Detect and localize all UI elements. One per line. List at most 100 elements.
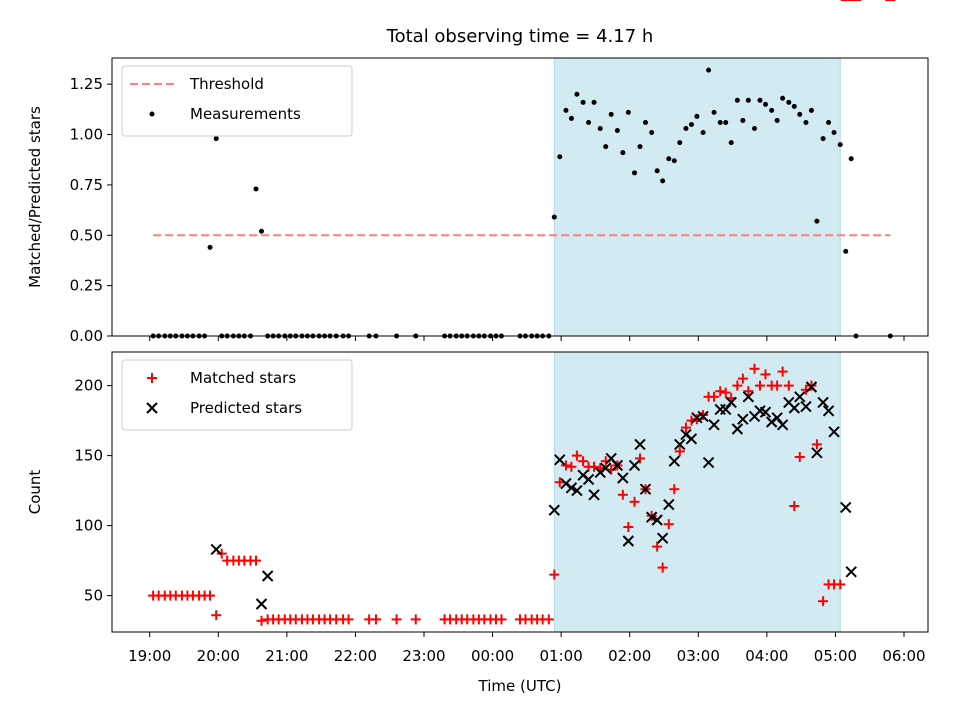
- bottom-panel-ticks: 50 100 150 200: [74, 377, 112, 605]
- predicted-point-b: [617, 472, 629, 484]
- legend-label: Measurements: [190, 105, 301, 123]
- predicted-point-b: [759, 406, 772, 418]
- measurement-point: [745, 97, 751, 103]
- predicted-point-b: [783, 396, 795, 409]
- measurement-point: [752, 126, 758, 132]
- matched-point: [343, 614, 354, 625]
- measurement-point: [660, 178, 666, 184]
- predicted-point: [617, 472, 629, 484]
- measurement-point: [654, 168, 660, 174]
- predicted-point-b: [800, 400, 812, 413]
- predicted-point-b: [776, 419, 789, 431]
- predicted-point: [788, 402, 800, 414]
- measurement-point: [649, 130, 655, 136]
- predicted-point-b: [255, 598, 268, 610]
- predicted-point: [805, 381, 818, 393]
- predicted-point-b: [731, 423, 744, 435]
- bottom-legend-box: [121, 359, 353, 431]
- predicted-point: [828, 426, 840, 438]
- measurement-point: [671, 158, 677, 164]
- predicted-point-b: [754, 405, 766, 417]
- matched-point: [496, 614, 507, 625]
- predicted-point: [737, 413, 749, 425]
- predicted-point-b: [588, 489, 600, 501]
- top-legend-box: [121, 65, 353, 137]
- matched-point: [371, 614, 381, 625]
- matched-point: [623, 522, 634, 532]
- matched-point: [743, 386, 754, 397]
- x-tick-label: 00:00: [471, 647, 514, 665]
- predicted-point: [674, 438, 686, 451]
- measurement-point: [723, 119, 729, 125]
- predicted-point-b: [210, 543, 222, 556]
- matched-point: [663, 519, 674, 530]
- predicted-point: [571, 484, 583, 497]
- top-panel-frame: [111, 57, 929, 337]
- legend-label: Predicted stars: [190, 399, 302, 417]
- measurement-point: [677, 140, 683, 146]
- predicted-point: [771, 412, 783, 424]
- matched-point: [680, 422, 691, 433]
- predicted-point: [794, 391, 806, 403]
- measurement-point: [711, 109, 717, 115]
- predicted-point-b: [663, 498, 675, 511]
- predicted-point: [622, 535, 635, 547]
- x-tick-label: 03:00: [677, 647, 720, 665]
- measurement-point: [706, 67, 712, 73]
- matched-point: [794, 452, 805, 462]
- predicted-point-b: [725, 396, 737, 409]
- measurement-point: [780, 95, 786, 101]
- measurement-point: [625, 109, 631, 115]
- matched-point: [256, 615, 267, 626]
- matched-point: [772, 380, 783, 391]
- predicted-point: [817, 396, 829, 409]
- predicted-point-b: [565, 482, 578, 494]
- predicted-point-b: [634, 438, 646, 451]
- predicted-point: [565, 482, 578, 494]
- measurement-point: [632, 170, 638, 176]
- measurement-point: [762, 101, 768, 107]
- matched-point: [669, 484, 680, 495]
- measurement-point: [769, 107, 775, 113]
- predicted-point: [697, 410, 709, 423]
- predicted-point-b: [656, 532, 669, 544]
- legend-measurement-swatch: [149, 111, 155, 117]
- measurement-point: [837, 142, 843, 148]
- predicted-point-b: [822, 405, 835, 417]
- predicted-point: [611, 459, 624, 472]
- predicted-point-b: [811, 447, 823, 459]
- predicted-point: [720, 403, 732, 416]
- measurement-point: [797, 111, 803, 117]
- predicted-point-b: [845, 566, 857, 578]
- predicted-point-b: [600, 462, 612, 474]
- matched-point: [560, 460, 571, 471]
- predicted-point: [731, 423, 744, 435]
- predicted-point: [725, 396, 737, 409]
- measurement-point: [717, 119, 723, 125]
- predicted-point-b: [605, 452, 617, 465]
- matched-point: [578, 456, 589, 467]
- matched-point: [789, 501, 800, 511]
- predicted-point: [759, 406, 772, 418]
- bottom-series-0: [148, 0, 896, 626]
- matched-point: [835, 579, 846, 590]
- measurement-point: [608, 111, 614, 117]
- predicted-point: [554, 454, 566, 466]
- measurement-point: [757, 97, 763, 103]
- bottom-panel-legend: Matched stars Predicted stars: [121, 359, 353, 431]
- top-panel-marks: [150, 57, 893, 339]
- matched-point: [652, 541, 663, 552]
- matched-point: [657, 562, 668, 573]
- matched-point: [674, 446, 685, 457]
- matched-point: [571, 450, 582, 461]
- measurement-point: [597, 126, 603, 132]
- bottom-y-tick-label: 150: [74, 447, 103, 465]
- bottom-panel-marks: [148, 0, 896, 633]
- measurement-point: [774, 117, 780, 123]
- x-tick-label: 05:00: [814, 647, 857, 665]
- matched-point: [566, 461, 577, 472]
- top-y-tick-label: 0.75: [70, 176, 103, 194]
- predicted-point: [663, 498, 675, 511]
- measurement-point: [620, 150, 626, 156]
- predicted-point-b: [805, 381, 818, 393]
